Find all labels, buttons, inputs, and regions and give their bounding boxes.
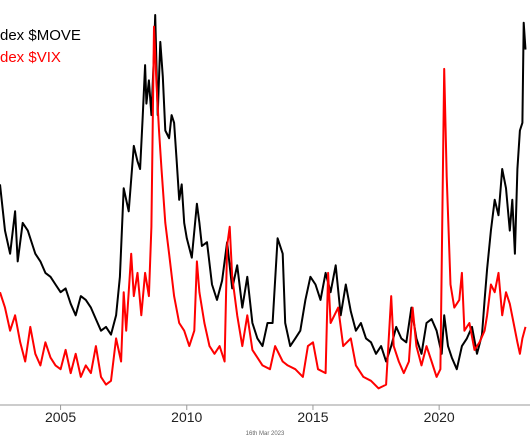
x-axis-ticks: 2005 2010 2015 2020	[45, 405, 455, 425]
move-series-line	[0, 14, 527, 371]
legend-move-label: dex $MOVE	[0, 27, 81, 44]
legend-vix-label: dex $VIX	[0, 49, 61, 66]
legend: dex $MOVE dex $VIX	[0, 27, 81, 66]
x-tick-label-2015: 2015	[297, 409, 328, 425]
chart-footnote: 16th Mar 2023	[246, 431, 285, 437]
vix-series-line	[0, 25, 527, 390]
series-layer	[0, 14, 527, 390]
x-tick-label-2005: 2005	[45, 409, 76, 425]
x-tick-label-2010: 2010	[171, 409, 202, 425]
x-tick-label-2020: 2020	[424, 409, 455, 425]
